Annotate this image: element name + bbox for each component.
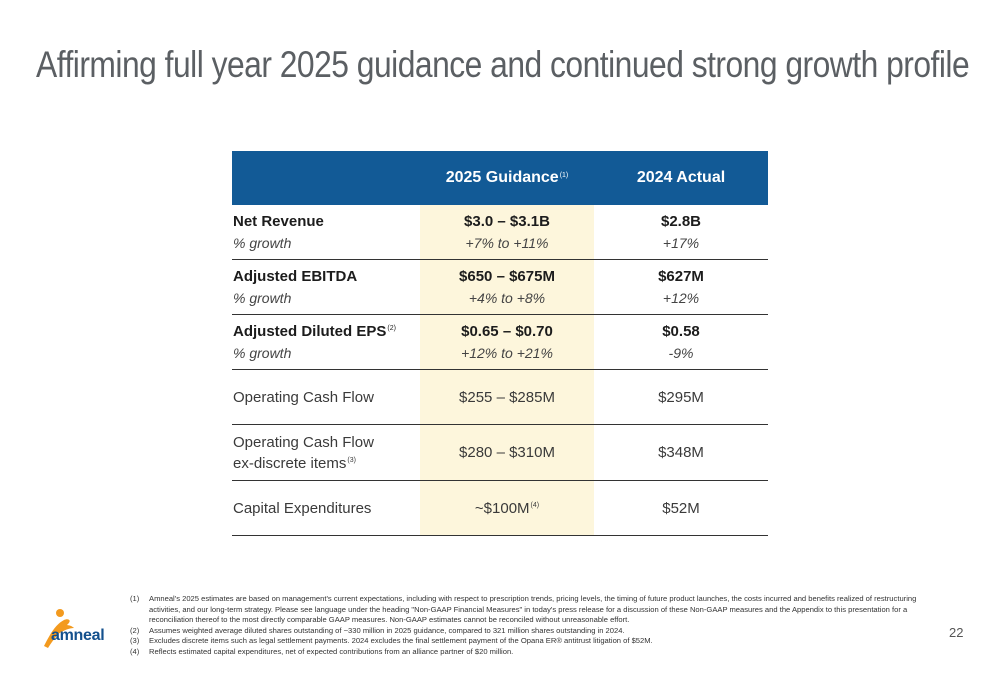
amneal-logo-icon (44, 609, 74, 648)
row-label: Net Revenue (233, 213, 324, 230)
row-label-line2: ex-discrete items(3) (233, 454, 356, 472)
amneal-logo-word: amneal (51, 627, 105, 644)
row-label: Operating Cash Flow (233, 433, 374, 451)
row-label: Operating Cash Flow (233, 388, 374, 406)
footnote: (1) Amneal's 2025 estimates are based on… (130, 594, 917, 624)
actual-value: $295M (658, 388, 704, 406)
row-sublabel: % growth (233, 235, 292, 251)
table-row: Adjusted Diluted EPS(2) % growth $0.65 –… (232, 315, 768, 370)
row-sublabel: % growth (233, 290, 292, 306)
guidance-growth: +12% to +21% (461, 345, 553, 361)
footnote: (2) Assumes weighted average diluted sha… (130, 625, 625, 635)
table-row: Net Revenue % growth $3.0 – $3.1B +7% to… (232, 205, 768, 260)
table-row: Capital Expenditures ~$100M(4) $52M (232, 481, 768, 536)
guidance-value: $650 – $675M (459, 268, 555, 285)
table-row: Operating Cash Flow ex-discrete items(3)… (232, 425, 768, 481)
actual-value: $2.8B (660, 213, 702, 230)
slide-title: Affirming full year 2025 guidance and co… (36, 44, 970, 85)
guidance-value: $255 – $285M (459, 388, 555, 406)
footnotes: (1) Amneal's 2025 estimates are based on… (130, 594, 930, 657)
row-label: Adjusted Diluted EPS(2) (233, 323, 396, 340)
row-label: Adjusted EBITDA (233, 268, 358, 285)
guidance-value: $0.65 – $0.70 (461, 323, 553, 340)
header-2024-actual: 2024 Actual (636, 169, 726, 186)
guidance-growth: +4% to +8% (468, 290, 546, 306)
table-row: Operating Cash Flow $255 – $285M $295M (232, 370, 768, 425)
guidance-value: ~$100M(4) (474, 499, 540, 517)
row-sublabel: % growth (233, 345, 292, 361)
actual-value: $627M (658, 268, 704, 285)
table-row: Adjusted EBITDA % growth $650 – $675M +4… (232, 260, 768, 315)
page-number: 22 (949, 625, 964, 640)
actual-growth: -9% (668, 345, 694, 361)
guidance-value: $3.0 – $3.1B (464, 213, 550, 230)
guidance-table: 2025 Guidance (1) 2024 Actual Net Revenue… (232, 151, 768, 536)
actual-value: $52M (662, 499, 700, 517)
header-blank (232, 151, 420, 205)
row-label: Capital Expenditures (233, 499, 372, 517)
footnote: (4) Reflects estimated capital expenditu… (130, 646, 514, 656)
table-header: 2025 Guidance (1) 2024 Actual (232, 151, 768, 205)
guidance-value: $280 – $310M (459, 444, 555, 461)
actual-value: $348M (658, 444, 704, 461)
actual-growth: +17% (662, 235, 700, 251)
actual-growth: +12% (662, 290, 700, 306)
actual-value: $0.58 (662, 323, 700, 340)
footnote: (3) Excludes discrete items such as lega… (130, 636, 653, 645)
guidance-growth: +7% to +11% (465, 235, 549, 251)
header-2025-guidance: 2025 Guidance (1) (445, 169, 569, 186)
